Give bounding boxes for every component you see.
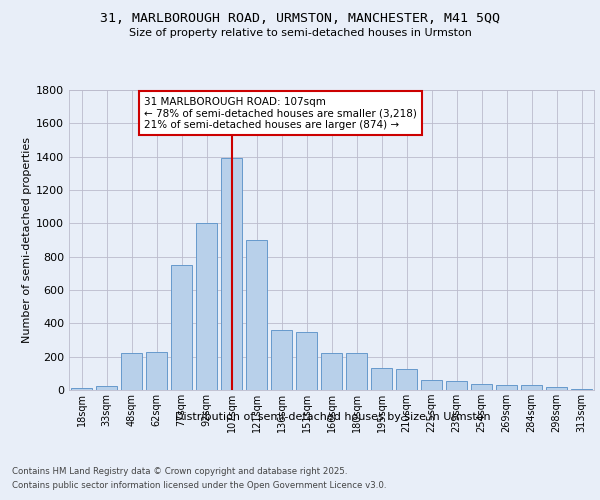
Bar — [171, 265, 192, 390]
Bar — [571, 388, 592, 390]
Bar — [221, 158, 242, 390]
Text: Contains HM Land Registry data © Crown copyright and database right 2025.: Contains HM Land Registry data © Crown c… — [12, 468, 347, 476]
Text: 31, MARLBOROUGH ROAD, URMSTON, MANCHESTER, M41 5QQ: 31, MARLBOROUGH ROAD, URMSTON, MANCHESTE… — [100, 12, 500, 26]
Y-axis label: Number of semi-detached properties: Number of semi-detached properties — [22, 137, 32, 343]
Bar — [496, 384, 517, 390]
Text: 31 MARLBOROUGH ROAD: 107sqm
← 78% of semi-detached houses are smaller (3,218)
21: 31 MARLBOROUGH ROAD: 107sqm ← 78% of sem… — [144, 96, 417, 130]
Bar — [421, 380, 442, 390]
Bar — [446, 381, 467, 390]
Bar — [396, 369, 417, 390]
Bar — [96, 386, 117, 390]
Text: Distribution of semi-detached houses by size in Urmston: Distribution of semi-detached houses by … — [175, 412, 491, 422]
Bar — [546, 387, 567, 390]
Bar — [271, 330, 292, 390]
Text: Contains public sector information licensed under the Open Government Licence v3: Contains public sector information licen… — [12, 481, 386, 490]
Text: Size of property relative to semi-detached houses in Urmston: Size of property relative to semi-detach… — [128, 28, 472, 38]
Bar — [246, 240, 267, 390]
Bar — [521, 385, 542, 390]
Bar — [146, 352, 167, 390]
Bar — [296, 332, 317, 390]
Bar — [321, 352, 342, 390]
Bar — [121, 352, 142, 390]
Bar — [471, 384, 492, 390]
Bar — [371, 368, 392, 390]
Bar — [196, 224, 217, 390]
Bar — [71, 388, 92, 390]
Bar — [346, 354, 367, 390]
